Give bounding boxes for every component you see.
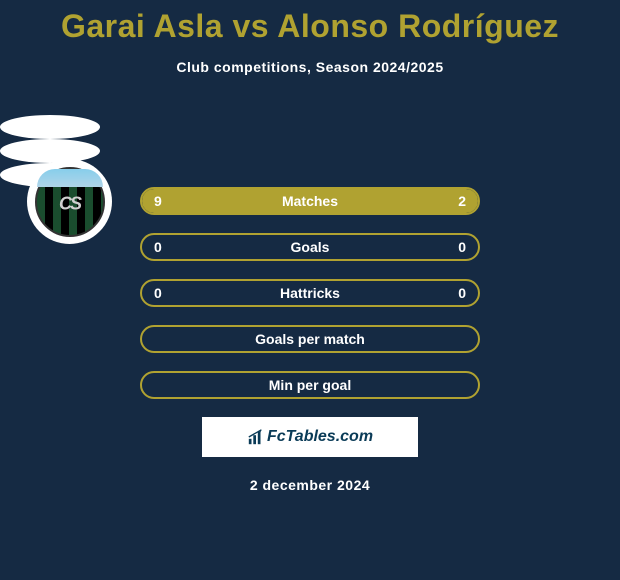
stat-right-value: 2 [458,189,466,213]
bars-icon [247,428,265,446]
watermark: FcTables.com [202,417,418,457]
stat-label: Goals per match [142,327,478,351]
avatar-placeholder-left [0,115,100,139]
page-title: Garai Asla vs Alonso Rodríguez [0,8,620,45]
stat-bar: 9Matches2 [140,187,480,215]
avatar-placeholder-right-1 [0,139,100,163]
comparison-card: Garai Asla vs Alonso Rodríguez Club comp… [0,0,620,493]
club-badge: CS [27,159,112,244]
stat-label: Min per goal [142,373,478,397]
stat-label: Hattricks [142,281,478,305]
club-badge-sky [37,169,103,187]
stat-bar: Goals per match [140,325,480,353]
stat-bar: Min per goal [140,371,480,399]
date-label: 2 december 2024 [0,477,620,493]
subtitle: Club competitions, Season 2024/2025 [0,59,620,75]
stats-area: CS 9Matches20Goals00Hattricks0Goals per … [0,115,620,493]
watermark-text: FcTables.com [267,428,373,446]
stat-bars: 9Matches20Goals00Hattricks0Goals per mat… [140,187,480,399]
stat-bar: 0Hattricks0 [140,279,480,307]
stat-label: Goals [142,235,478,259]
club-badge-inner: CS [35,167,105,237]
stat-right-value: 0 [458,281,466,305]
stat-right-value: 0 [458,235,466,259]
club-badge-monogram: CS [59,193,80,214]
stat-bar: 0Goals0 [140,233,480,261]
stat-label: Matches [142,189,478,213]
